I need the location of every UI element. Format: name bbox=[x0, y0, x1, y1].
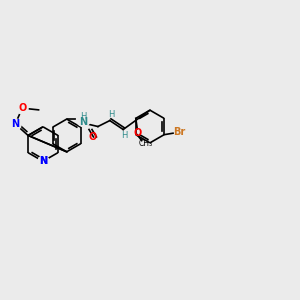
Text: CH₃: CH₃ bbox=[139, 139, 153, 148]
Text: N: N bbox=[11, 119, 19, 129]
Text: O: O bbox=[18, 103, 26, 113]
Text: O: O bbox=[133, 128, 141, 138]
Text: H: H bbox=[122, 131, 128, 140]
Text: O: O bbox=[88, 132, 97, 142]
Text: Br: Br bbox=[173, 127, 185, 137]
Text: H: H bbox=[108, 110, 115, 119]
Text: N: N bbox=[39, 156, 47, 166]
Text: H: H bbox=[80, 112, 86, 121]
Text: N: N bbox=[39, 156, 47, 166]
Text: N: N bbox=[79, 117, 87, 127]
